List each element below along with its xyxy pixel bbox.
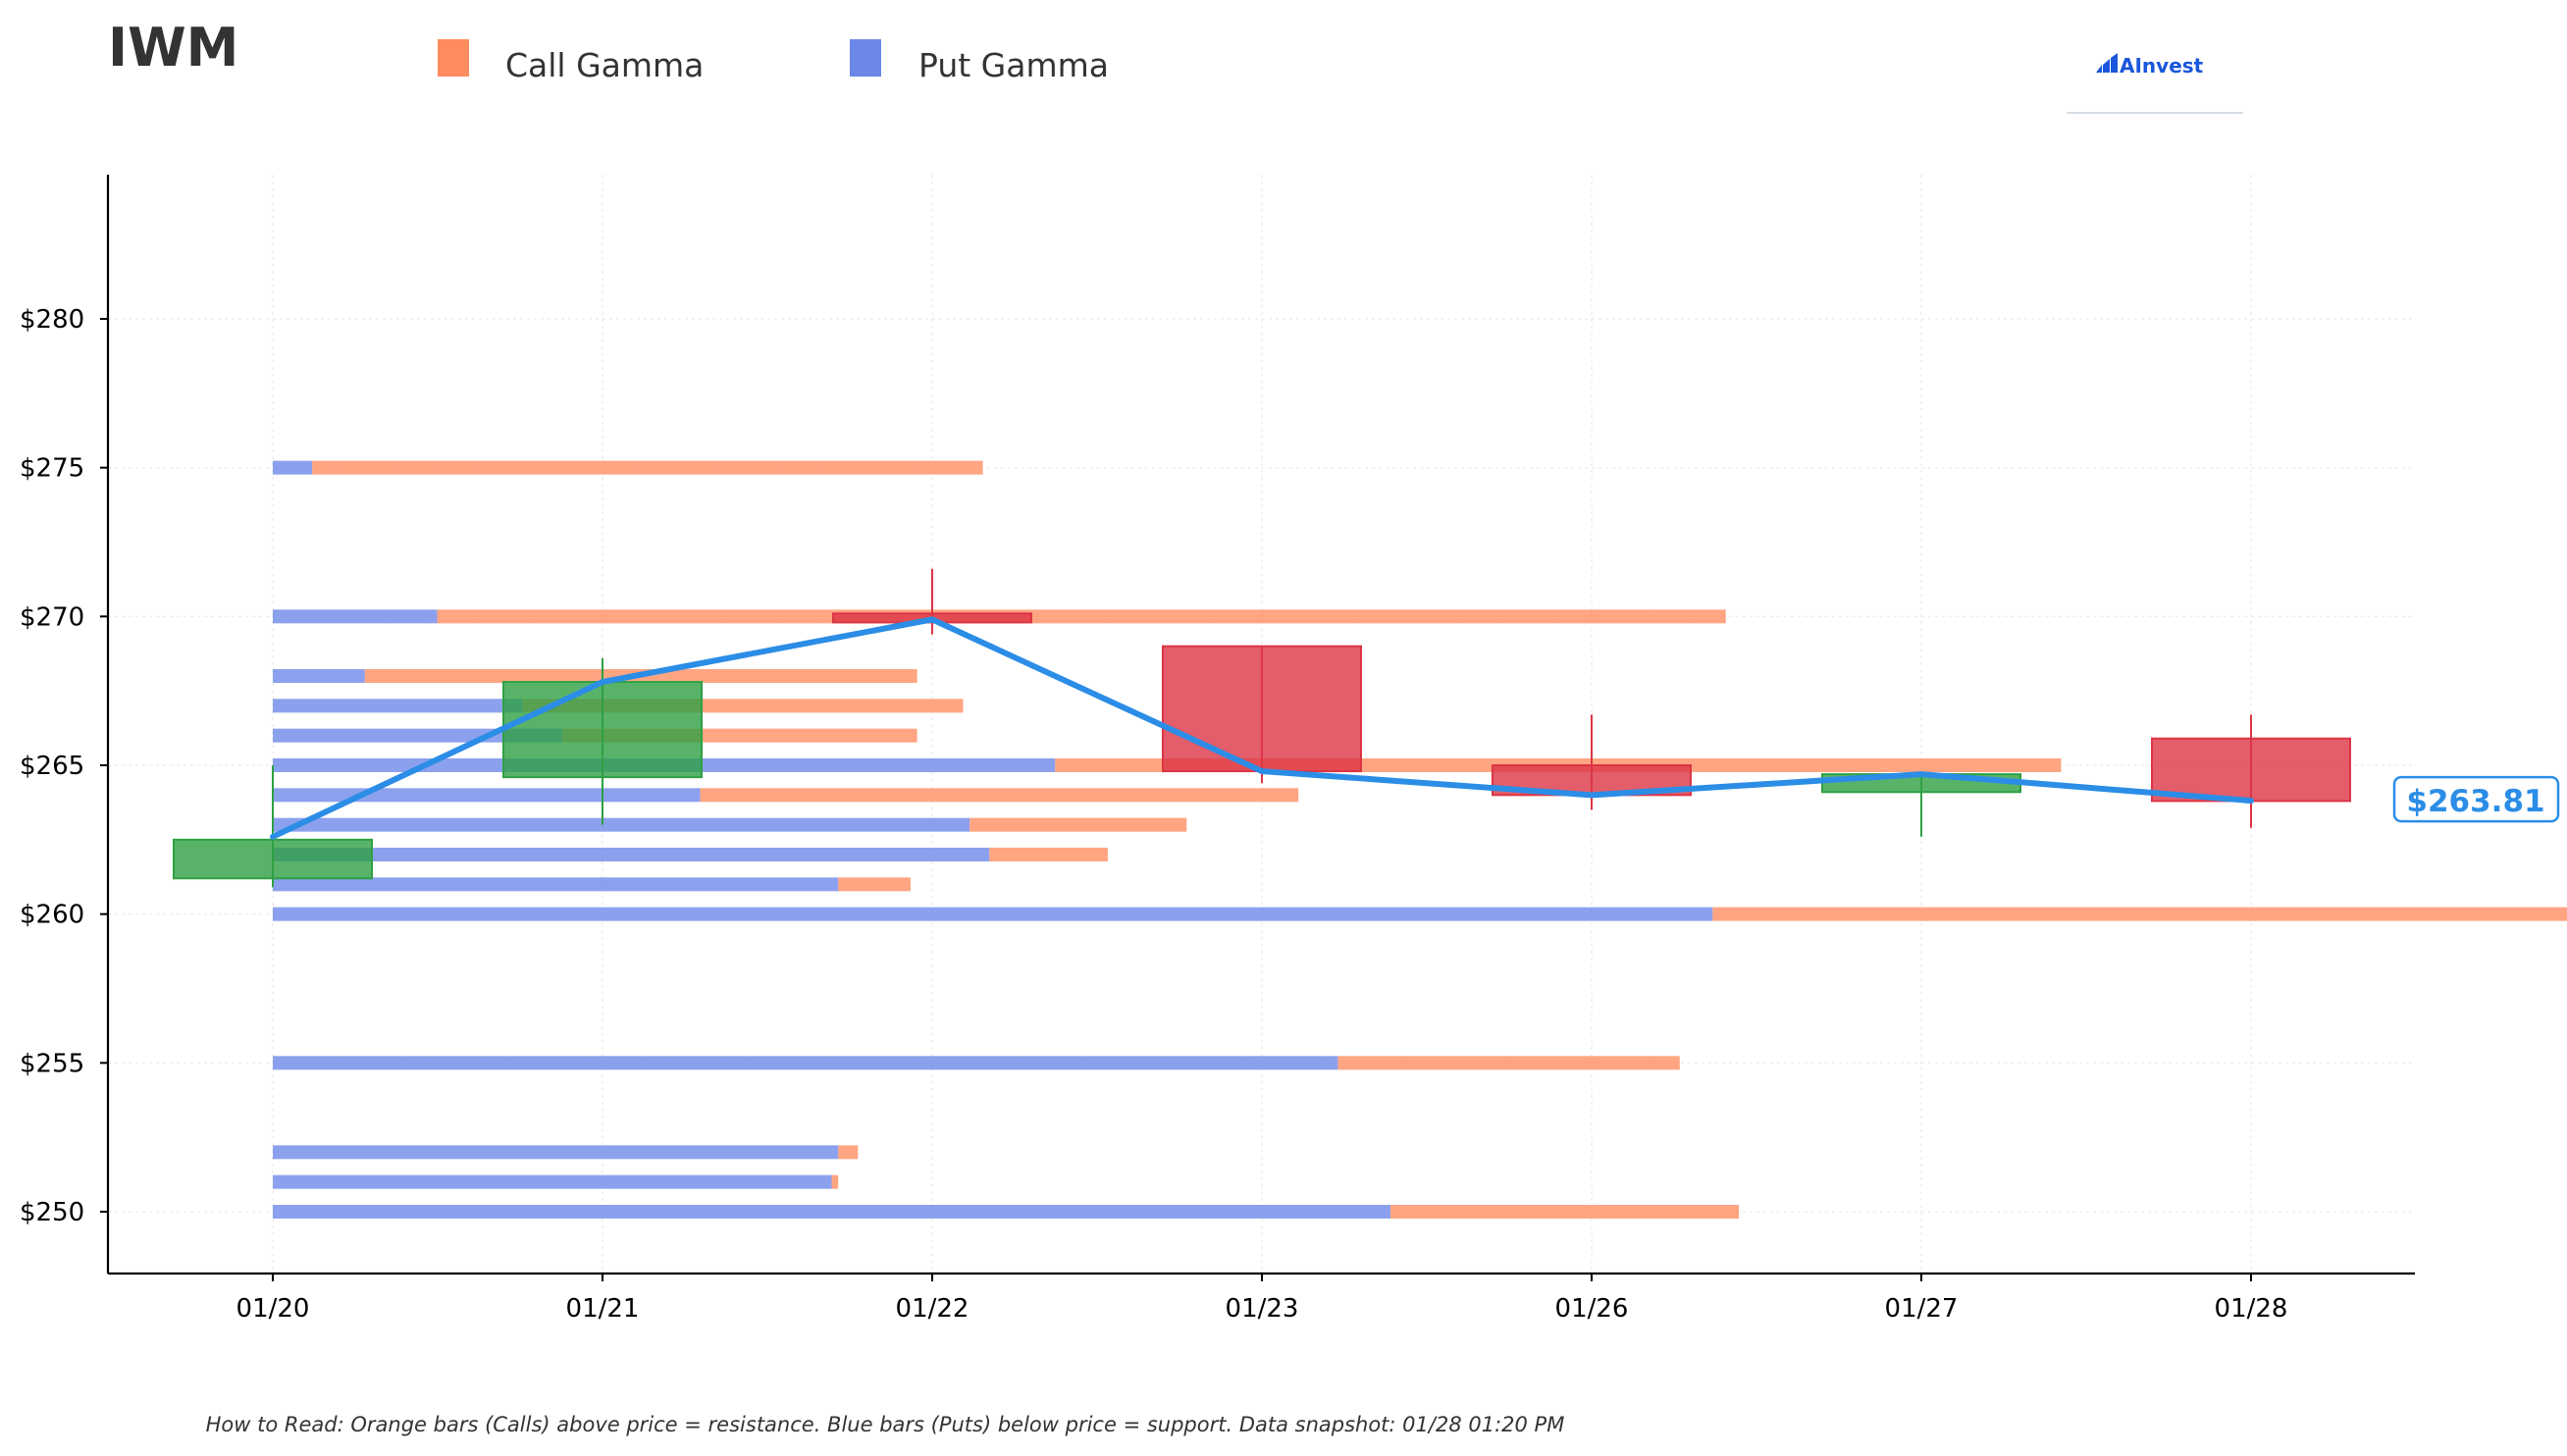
put-gamma-bar <box>273 669 365 683</box>
legend-put-swatch <box>850 39 881 77</box>
y-tick-label: $265 <box>20 752 84 781</box>
legend: Call Gamma Put Gamma <box>438 39 1109 84</box>
put-gamma-bar <box>273 1205 1390 1219</box>
y-tick-label: $260 <box>20 901 84 930</box>
x-tick-label: 01/27 <box>1885 1294 1959 1324</box>
y-tick-label: $270 <box>20 602 84 632</box>
put-gamma-bar <box>273 907 1713 921</box>
call-gamma-bar <box>700 788 1299 803</box>
candle-body <box>502 681 703 779</box>
put-gamma-bar <box>273 1145 839 1160</box>
brand-name: AInvest <box>2120 54 2204 78</box>
put-gamma-bar <box>273 1056 1338 1070</box>
current-price-label: $263.81 <box>2406 784 2544 819</box>
y-tick-label: $250 <box>20 1198 84 1227</box>
put-gamma-bar <box>273 877 839 892</box>
put-gamma-bar <box>273 460 313 475</box>
legend-put-label: Put Gamma <box>918 46 1109 84</box>
candles <box>173 568 2351 888</box>
call-gamma-bar <box>1337 1056 1680 1070</box>
legend-call-label: Call Gamma <box>505 46 704 84</box>
candle-body <box>1162 645 1362 773</box>
x-tick-label: 01/26 <box>1555 1294 1629 1324</box>
footnote: How to Read: Orange bars (Calls) above p… <box>206 1413 1565 1436</box>
put-gamma-bar <box>273 609 438 624</box>
y-tick-label: $275 <box>20 454 84 484</box>
x-tick-label: 01/22 <box>896 1294 969 1324</box>
put-gamma-bar <box>273 1174 832 1189</box>
bar-chart-icon <box>2096 53 2118 73</box>
put-gamma-bar <box>273 848 990 861</box>
put-gamma-bar <box>273 699 523 713</box>
gamma-bars <box>273 460 2567 1219</box>
call-gamma-bar <box>437 609 1726 624</box>
x-tick-label: 01/21 <box>566 1294 640 1324</box>
call-gamma-bar <box>838 1145 859 1160</box>
chart-title: IWM <box>108 17 238 78</box>
call-gamma-bar <box>969 817 1187 832</box>
y-tick-label: $255 <box>20 1049 84 1078</box>
call-gamma-bar <box>831 1174 839 1189</box>
tick-labels: $250 $255 $260 $265 $270 $275 $280 01/20 01/21 01… <box>20 305 2287 1324</box>
call-gamma-bar <box>1712 907 2567 921</box>
call-gamma-bar <box>312 460 983 475</box>
x-tick-label: 01/28 <box>2215 1294 2288 1324</box>
y-tick-label: $280 <box>20 305 84 335</box>
current-price-box <box>2392 775 2560 823</box>
close-price-line <box>270 616 2254 840</box>
candle-body <box>173 838 373 880</box>
call-gamma-bar <box>1390 1205 1740 1219</box>
x-tick-label: 01/23 <box>1226 1294 1299 1324</box>
candle-body <box>2151 737 2351 803</box>
call-gamma-bar <box>838 877 911 892</box>
put-gamma-bar <box>273 788 701 803</box>
call-gamma-bar <box>989 848 1108 861</box>
current-price-badge: $263.81 <box>2392 775 2560 823</box>
brand-logo: AInvest <box>2067 53 2243 114</box>
put-gamma-bar <box>273 817 970 832</box>
legend-call-swatch <box>438 39 469 77</box>
x-tick-label: 01/20 <box>236 1294 310 1324</box>
close-line <box>270 616 2254 840</box>
